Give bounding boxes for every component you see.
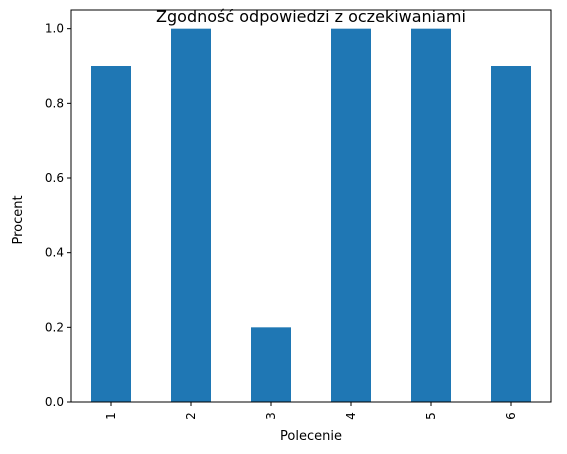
- y-axis-label: Procent: [11, 195, 26, 244]
- x-axis-label: Polecenie: [280, 429, 342, 444]
- x-tick-label: 1: [104, 412, 118, 420]
- y-tick-label: 0.2: [45, 320, 64, 334]
- y-tick-label: 0.6: [45, 171, 64, 185]
- plot-frame: [70, 9, 552, 403]
- y-tick-label: 1.0: [45, 22, 64, 36]
- bar-1: [91, 66, 131, 402]
- y-ticks-layer: 0.0 0.2 0.4 0.6 0.8 1.0: [45, 22, 71, 409]
- x-ticks-layer: 1 2 3 4 5 6: [104, 402, 518, 420]
- bar-4: [331, 28, 371, 402]
- chart-title: Zgodność odpowiedzi z oczekiwaniami: [156, 7, 466, 26]
- x-tick-label: 2: [184, 412, 198, 420]
- bars-layer: [91, 28, 531, 402]
- x-tick-label: 3: [264, 412, 278, 420]
- bar-5: [411, 28, 451, 402]
- y-tick-label: 0.4: [45, 246, 64, 260]
- bar-3: [251, 327, 291, 402]
- x-tick-label: 5: [424, 412, 438, 420]
- bar-6: [491, 66, 531, 402]
- y-tick-label: 0.8: [45, 96, 64, 110]
- bar-2: [171, 28, 211, 402]
- y-tick-label: 0.0: [45, 395, 64, 409]
- x-tick-label: 4: [344, 412, 358, 420]
- x-tick-label: 6: [504, 412, 518, 420]
